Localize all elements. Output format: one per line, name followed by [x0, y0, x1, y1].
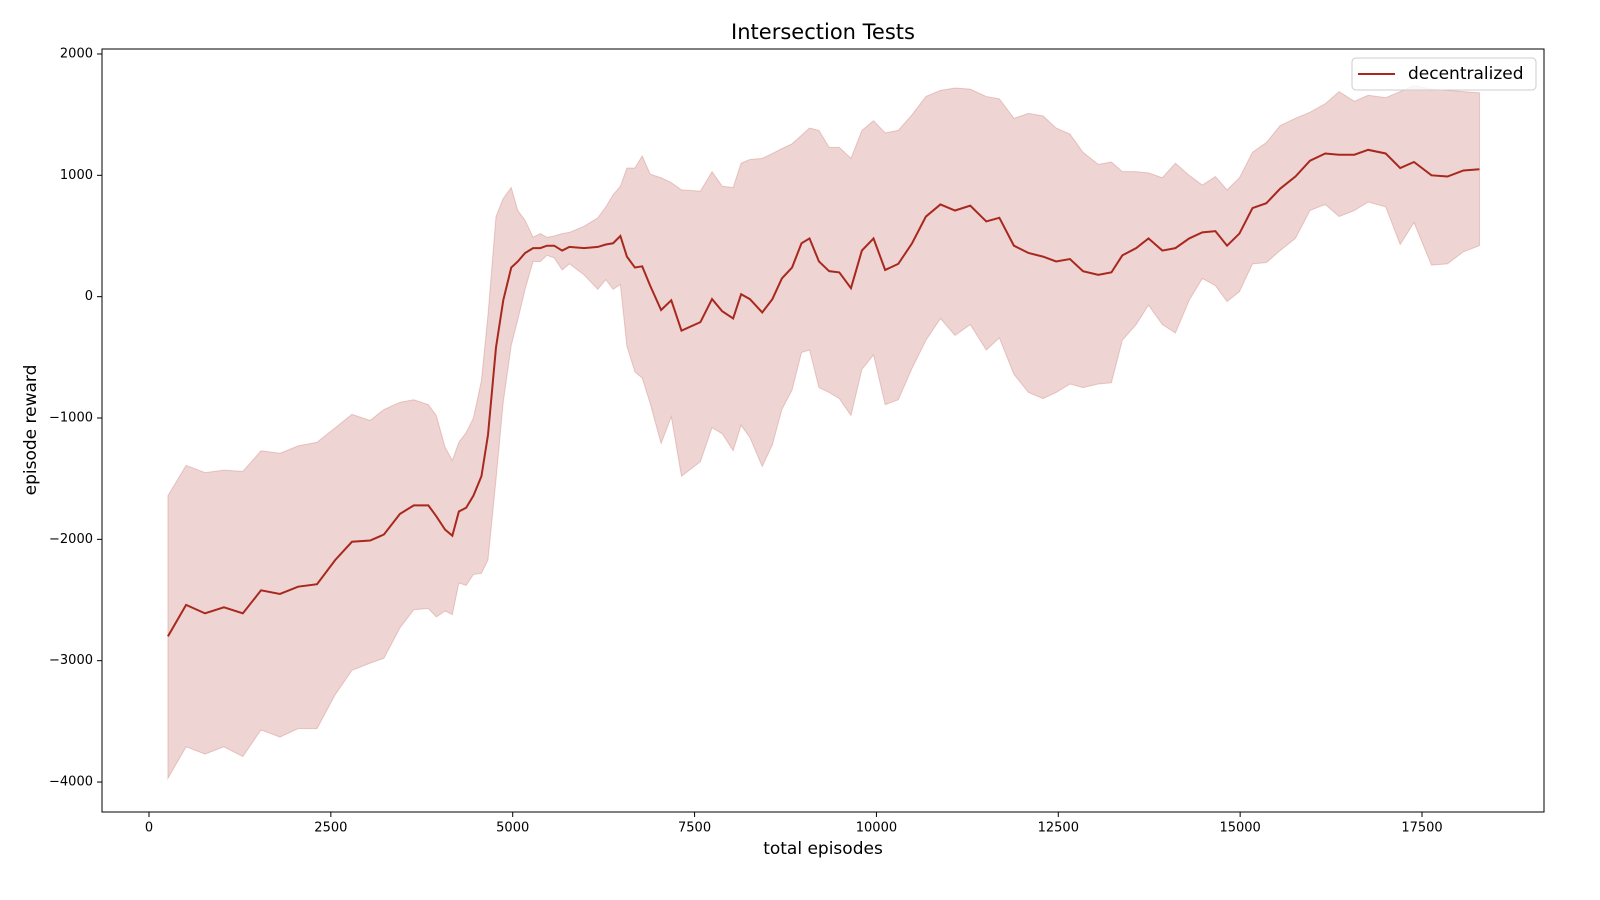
chart-title: Intersection Tests: [731, 20, 915, 44]
y-tick-label: −4000: [49, 775, 93, 790]
line: [167, 148, 1480, 637]
y-tick-label: −2000: [49, 532, 93, 547]
y-tick-label: 1000: [60, 168, 93, 183]
x-tick-label: 15000: [1219, 821, 1260, 836]
x-tick-label: 10000: [856, 821, 897, 836]
x-tick-label: 17500: [1401, 821, 1442, 836]
x-tick-label: 7500: [678, 821, 711, 836]
x-tick-label: 12500: [1038, 821, 1079, 836]
legend-label: decentralized: [1408, 64, 1524, 84]
y-tick-label: −3000: [49, 653, 93, 668]
x-tick-label: 0: [145, 821, 153, 836]
x-axis-label: total episodes: [763, 839, 883, 859]
y-tick-label: 2000: [60, 46, 93, 61]
y-tick-label: −1000: [49, 411, 93, 426]
x-tick-label: 2500: [314, 821, 347, 836]
y-axis-label: episode reward: [21, 365, 41, 496]
band: [167, 85, 1480, 781]
legend-box: [1351, 57, 1537, 91]
y-tick-label: 0: [85, 289, 93, 304]
plot-frame: [101, 48, 1545, 813]
x-tick-label: 5000: [496, 821, 529, 836]
